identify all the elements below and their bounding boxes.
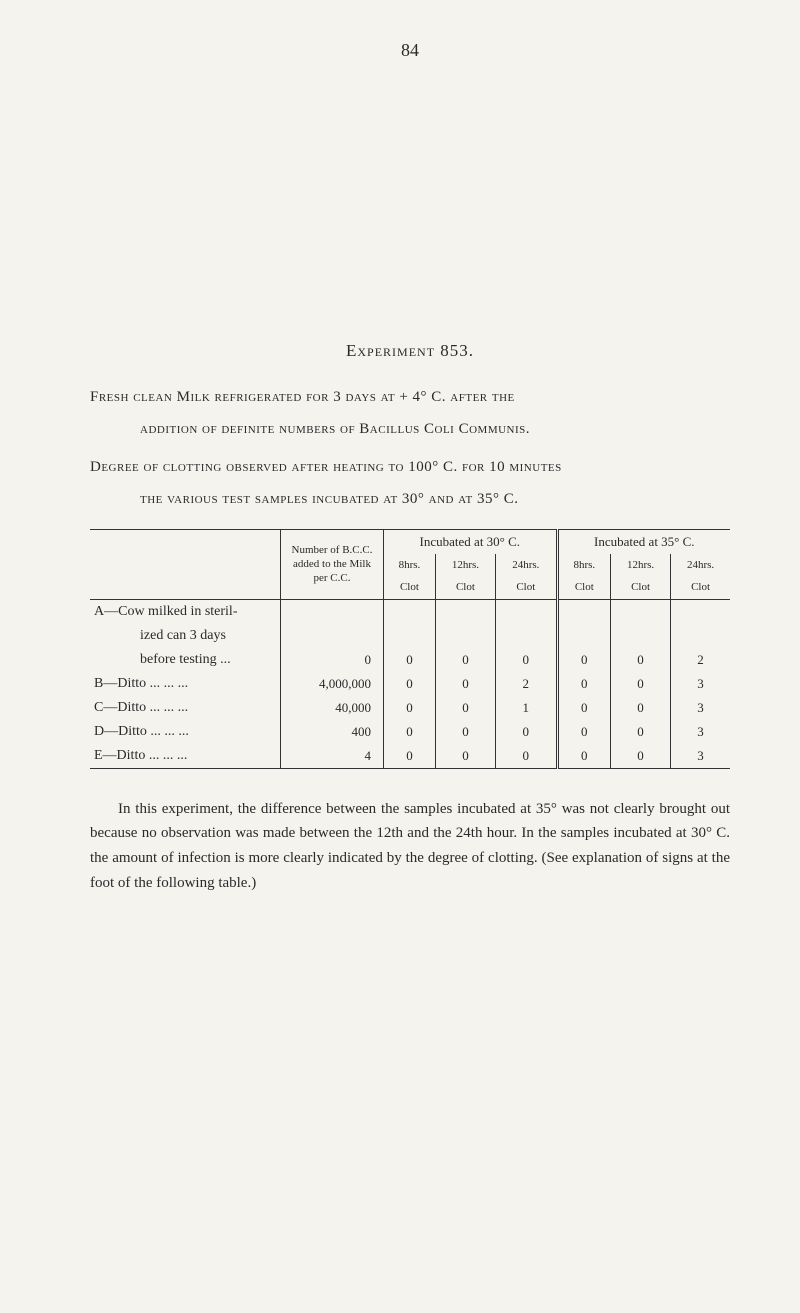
data-table: Number of B.C.C. added to the Milk per C… bbox=[90, 529, 730, 769]
table-cell bbox=[496, 599, 558, 624]
sub-clot-2: Clot bbox=[435, 576, 495, 599]
row-b-c5: 3 bbox=[671, 672, 730, 696]
sub-8hrs-30: 8hrs. bbox=[384, 554, 436, 576]
experiment-title: Experiment 853. bbox=[90, 341, 730, 361]
row-e-c0: 0 bbox=[384, 744, 436, 769]
sub-12hrs-35: 12hrs. bbox=[610, 554, 670, 576]
row-a-label-1: A—Cow milked in steril- bbox=[90, 599, 281, 624]
heading-line-1: Fresh clean Milk refrigerated for 3 days… bbox=[90, 385, 730, 409]
row-b-c1: 0 bbox=[435, 672, 495, 696]
row-d-c5: 3 bbox=[671, 720, 730, 744]
row-b-num: 4,000,000 bbox=[281, 672, 384, 696]
row-a-c5: 2 bbox=[671, 648, 730, 672]
group-35-header: Incubated at 35° C. bbox=[557, 530, 730, 555]
table-cell bbox=[610, 624, 670, 648]
table-cell bbox=[384, 624, 436, 648]
heading-line-2: addition of definite numbers of Bacillus… bbox=[90, 417, 730, 441]
row-e-c2: 0 bbox=[496, 744, 558, 769]
heading2-line-1: Degree of clotting observed after heatin… bbox=[90, 455, 730, 479]
row-c-c5: 3 bbox=[671, 696, 730, 720]
group-30-header: Incubated at 30° C. bbox=[384, 530, 558, 555]
row-e-c4: 0 bbox=[610, 744, 670, 769]
row-c-label: C—Ditto ... ... ... bbox=[90, 696, 281, 720]
row-a-label-2: ized can 3 days bbox=[90, 624, 281, 648]
table-cell bbox=[435, 599, 495, 624]
row-b-c2: 2 bbox=[496, 672, 558, 696]
row-b-c4: 0 bbox=[610, 672, 670, 696]
row-d-num: 400 bbox=[281, 720, 384, 744]
row-a-label-3: before testing ... bbox=[90, 648, 281, 672]
sub-clot-3: Clot bbox=[496, 576, 558, 599]
heading2-line-2: the various test samples incubated at 30… bbox=[90, 487, 730, 511]
table-cell bbox=[557, 599, 610, 624]
row-e-c5: 3 bbox=[671, 744, 730, 769]
table-cell bbox=[671, 624, 730, 648]
row-d-c0: 0 bbox=[384, 720, 436, 744]
row-a-c4: 0 bbox=[610, 648, 670, 672]
row-c-c3: 0 bbox=[557, 696, 610, 720]
sub-24hrs-35: 24hrs. bbox=[671, 554, 730, 576]
table-cell bbox=[557, 624, 610, 648]
row-e-c3: 0 bbox=[557, 744, 610, 769]
sub-8hrs-35: 8hrs. bbox=[557, 554, 610, 576]
row-c-c4: 0 bbox=[610, 696, 670, 720]
row-c-c1: 0 bbox=[435, 696, 495, 720]
row-a-c1: 0 bbox=[435, 648, 495, 672]
row-d-label: D—Ditto ... ... ... bbox=[90, 720, 281, 744]
row-d-c4: 0 bbox=[610, 720, 670, 744]
sub-12hrs-30: 12hrs. bbox=[435, 554, 495, 576]
row-a-c2: 0 bbox=[496, 648, 558, 672]
sub-clot-6: Clot bbox=[671, 576, 730, 599]
row-a-c0: 0 bbox=[384, 648, 436, 672]
sub-clot-1: Clot bbox=[384, 576, 436, 599]
table-cell bbox=[671, 599, 730, 624]
row-c-c2: 1 bbox=[496, 696, 558, 720]
table-cell bbox=[435, 624, 495, 648]
row-e-c1: 0 bbox=[435, 744, 495, 769]
row-d-c3: 0 bbox=[557, 720, 610, 744]
sub-clot-5: Clot bbox=[610, 576, 670, 599]
row-label-header-blank bbox=[90, 530, 281, 600]
page-number: 84 bbox=[90, 40, 730, 61]
row-a-num: 0 bbox=[281, 648, 384, 672]
table-cell bbox=[496, 624, 558, 648]
table-cell bbox=[610, 599, 670, 624]
sub-clot-4: Clot bbox=[557, 576, 610, 599]
row-b-c0: 0 bbox=[384, 672, 436, 696]
col-number-header: Number of B.C.C. added to the Milk per C… bbox=[281, 530, 384, 600]
row-c-num: 40,000 bbox=[281, 696, 384, 720]
row-d-c1: 0 bbox=[435, 720, 495, 744]
row-a-c3: 0 bbox=[557, 648, 610, 672]
sub-24hrs-30: 24hrs. bbox=[496, 554, 558, 576]
row-e-num: 4 bbox=[281, 744, 384, 769]
row-b-c3: 0 bbox=[557, 672, 610, 696]
body-paragraph: In this experiment, the difference betwe… bbox=[90, 797, 730, 896]
row-d-c2: 0 bbox=[496, 720, 558, 744]
row-c-c0: 0 bbox=[384, 696, 436, 720]
table-cell bbox=[281, 599, 384, 624]
table-cell bbox=[281, 624, 384, 648]
table-cell bbox=[384, 599, 436, 624]
row-e-label: E—Ditto ... ... ... bbox=[90, 744, 281, 769]
row-b-label: B—Ditto ... ... ... bbox=[90, 672, 281, 696]
